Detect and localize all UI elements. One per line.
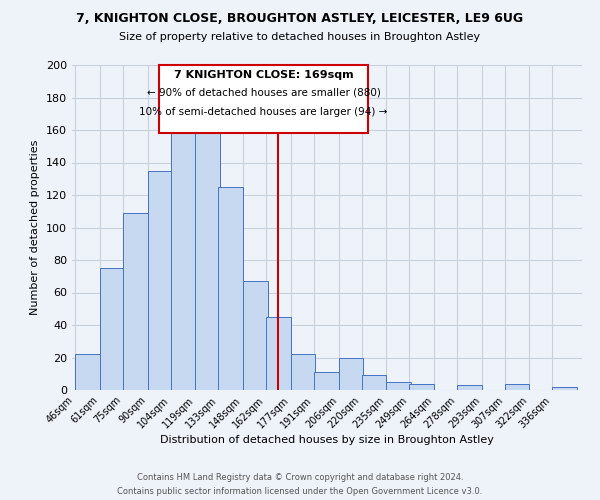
Bar [123,213,148,390]
Bar [457,385,482,390]
Bar [196,130,220,390]
Text: Contains public sector information licensed under the Open Government Licence v3: Contains public sector information licen… [118,486,482,496]
Bar [243,281,268,390]
Bar [553,387,577,390]
Text: Contains HM Land Registry data © Crown copyright and database right 2024.: Contains HM Land Registry data © Crown c… [137,473,463,482]
Bar [505,384,529,390]
Bar [148,170,172,390]
Bar [159,65,368,133]
Bar [338,358,363,390]
Bar [218,187,243,390]
Bar [291,354,316,390]
Bar [362,376,386,390]
Text: 7 KNIGHTON CLOSE: 169sqm: 7 KNIGHTON CLOSE: 169sqm [174,70,353,80]
Bar [409,384,434,390]
Text: 7, KNIGHTON CLOSE, BROUGHTON ASTLEY, LEICESTER, LE9 6UG: 7, KNIGHTON CLOSE, BROUGHTON ASTLEY, LEI… [76,12,524,26]
Bar [100,268,125,390]
Bar [314,372,338,390]
Text: ← 90% of detached houses are smaller (880): ← 90% of detached houses are smaller (88… [147,88,380,98]
Bar [266,317,291,390]
Text: Size of property relative to detached houses in Broughton Astley: Size of property relative to detached ho… [119,32,481,42]
X-axis label: Distribution of detached houses by size in Broughton Astley: Distribution of detached houses by size … [160,436,494,446]
Bar [171,117,196,390]
Bar [75,354,100,390]
Text: 10% of semi-detached houses are larger (94) →: 10% of semi-detached houses are larger (… [139,107,388,117]
Y-axis label: Number of detached properties: Number of detached properties [31,140,40,315]
Bar [386,382,411,390]
